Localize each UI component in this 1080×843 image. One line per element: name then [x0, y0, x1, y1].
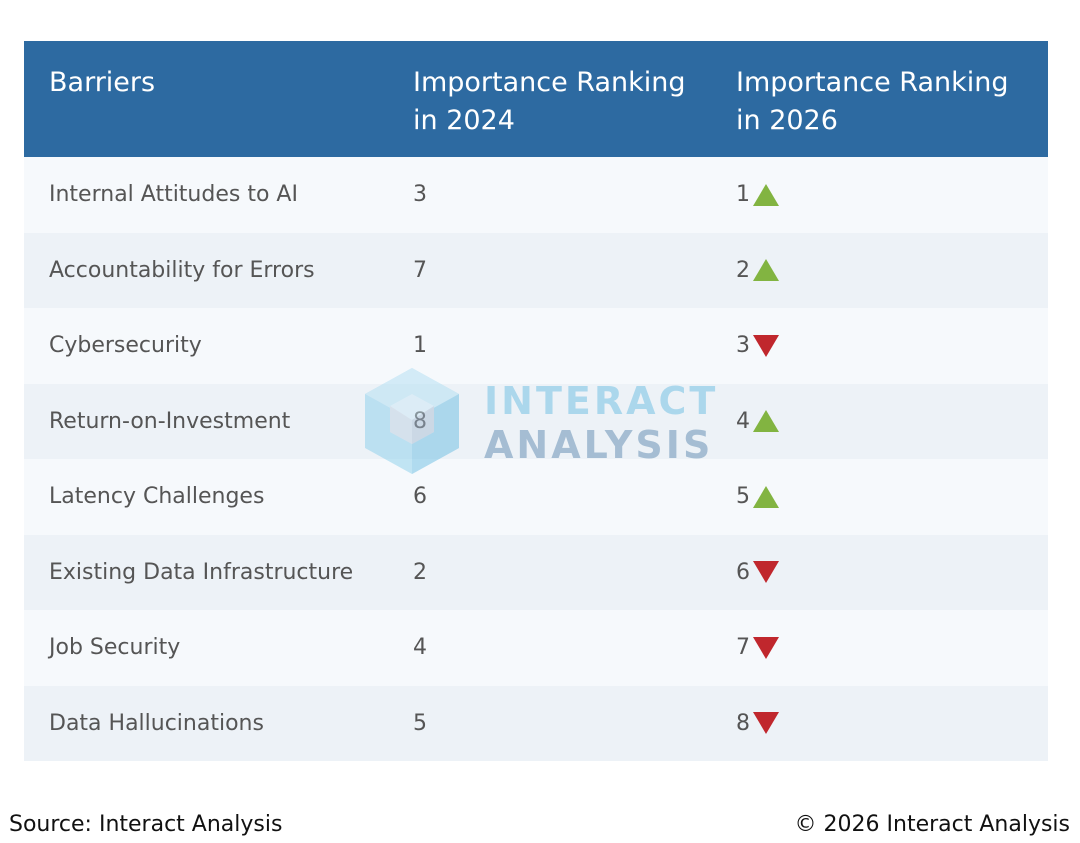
rank-2026: 3 [736, 333, 750, 359]
table-row: Existing Data Infrastructure 2 6 [24, 534, 1048, 611]
rank-2026: 4 [736, 408, 750, 434]
header-rank-2024: Importance Ranking in 2024 [388, 41, 711, 157]
table-row: Accountability for Errors 7 2 [24, 232, 1048, 309]
rank-2024: 4 [413, 635, 427, 661]
header-rank-2024-label: Importance Ranking in 2024 [413, 67, 686, 136]
table-body: Internal Attitudes to AI 3 1 Accountability… [24, 157, 1048, 761]
barrier-name: Internal Attitudes to AI [49, 182, 298, 208]
rank-2024: 8 [413, 408, 427, 434]
table-row: Job Security 4 7 [24, 610, 1048, 686]
down-arrow-icon [753, 712, 779, 735]
table-row: Cybersecurity 1 3 [24, 308, 1048, 384]
rank-2026-wrap: 1 [736, 182, 779, 207]
rank-2024: 3 [413, 182, 427, 208]
barrier-name: Existing Data Infrastructure [49, 559, 354, 585]
rank-2026-cell: 8 [711, 686, 1048, 762]
header-rank-2026: Importance Ranking in 2026 [711, 41, 1048, 157]
rank-2026-wrap: 4 [736, 409, 779, 434]
rank-2026: 6 [736, 559, 750, 585]
rank-2026-wrap: 8 [736, 711, 779, 736]
rank-2026: 2 [736, 257, 750, 283]
source-note: Source: Interact Analysis [9, 812, 283, 837]
rank-2026: 1 [736, 182, 750, 208]
header-barriers: Barriers [49, 67, 156, 98]
rank-2026: 5 [736, 484, 750, 510]
rank-2026-wrap: 7 [736, 635, 779, 660]
table-header: Barriers Importance Ranking in 2024 Impo… [24, 41, 1048, 157]
rank-2026-wrap: 5 [736, 484, 779, 509]
rank-2026-cell: 2 [711, 233, 1048, 309]
rank-2026-cell: 3 [711, 308, 1048, 384]
rank-2024: 6 [413, 484, 427, 510]
barrier-name: Cybersecurity [49, 333, 202, 359]
rank-2024: 5 [413, 710, 427, 736]
barrier-name: Job Security [49, 635, 181, 661]
rank-2026: 7 [736, 635, 750, 661]
rank-2024: 7 [413, 257, 427, 283]
down-arrow-icon [753, 636, 779, 659]
rank-2024: 1 [413, 333, 427, 359]
up-arrow-icon [753, 485, 779, 508]
barrier-name: Return-on-Investment [49, 408, 291, 434]
copyright-note: © 2026 Interact Analysis [794, 812, 1070, 837]
down-arrow-icon [753, 334, 779, 357]
table-row: Return-on-Investment 8 4 [24, 383, 1048, 460]
rank-2026-cell: 1 [711, 157, 1048, 233]
up-arrow-icon [753, 259, 779, 282]
barrier-name: Latency Challenges [49, 484, 265, 510]
down-arrow-icon [753, 561, 779, 584]
rank-2026-wrap: 2 [736, 258, 779, 283]
barrier-name: Accountability for Errors [49, 257, 315, 283]
rank-2026-wrap: 6 [736, 560, 779, 585]
rank-2026-cell: 7 [711, 610, 1048, 686]
rank-2026-cell: 5 [711, 459, 1048, 535]
up-arrow-icon [753, 410, 779, 433]
rank-2024: 2 [413, 559, 427, 585]
rank-2026-cell: 6 [711, 535, 1048, 611]
rank-2026-wrap: 3 [736, 333, 779, 358]
table-row: Internal Attitudes to AI 3 1 [24, 157, 1048, 233]
up-arrow-icon [753, 183, 779, 206]
barrier-name: Data Hallucinations [49, 710, 264, 736]
footer: Source: Interact Analysis © 2026 Interac… [0, 812, 1080, 843]
rank-2026-cell: 4 [711, 384, 1048, 460]
rank-2026: 8 [736, 710, 750, 736]
table-row: Data Hallucinations 5 8 [24, 685, 1048, 762]
table-row: Latency Challenges 6 5 [24, 459, 1048, 535]
rankings-table: Barriers Importance Ranking in 2024 Impo… [24, 41, 1048, 761]
header-rank-2026-label: Importance Ranking in 2026 [736, 67, 1009, 136]
